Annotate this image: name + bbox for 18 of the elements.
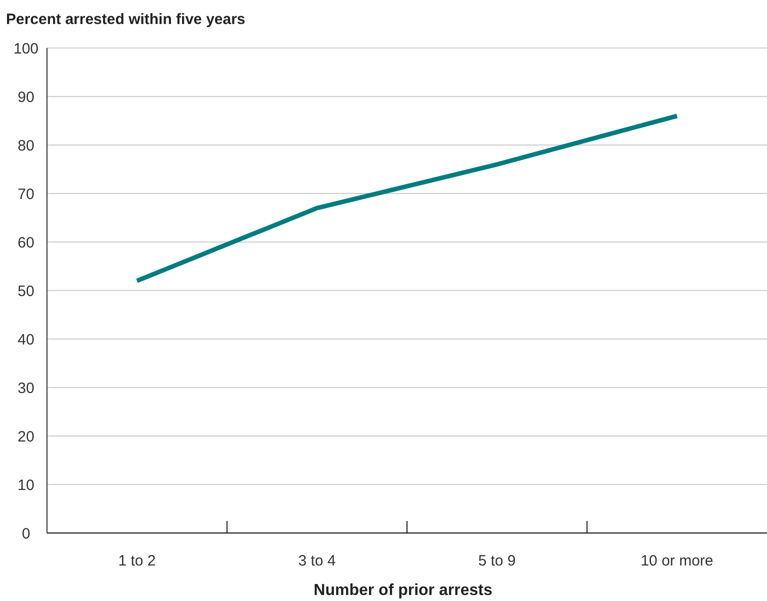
y-tick-label: 10 xyxy=(18,476,34,494)
y-tick-label: 20 xyxy=(18,428,34,446)
y-tick-label: 0 xyxy=(22,525,30,542)
y-tick-label: 60 xyxy=(18,234,34,252)
y-tick-label: 40 xyxy=(18,331,34,348)
y-tick-label: 70 xyxy=(18,186,34,203)
x-tick-label: 10 or more xyxy=(640,552,714,570)
y-tick-label: 50 xyxy=(18,282,34,300)
x-tick-label: 1 to 2 xyxy=(118,552,156,570)
y-tick-label: 80 xyxy=(18,137,34,154)
line-series xyxy=(134,114,680,284)
y-tick-label: 30 xyxy=(18,380,34,397)
y-axis-title: Percent arrested within five years xyxy=(6,11,246,28)
x-tick-label: 5 to 9 xyxy=(478,552,516,570)
y-tick-label: 100 xyxy=(13,40,39,58)
y-tick-label: 90 xyxy=(18,88,34,106)
x-tick-label: 3 to 4 xyxy=(298,552,336,570)
x-axis-title: Number of prior arrests xyxy=(314,582,492,599)
